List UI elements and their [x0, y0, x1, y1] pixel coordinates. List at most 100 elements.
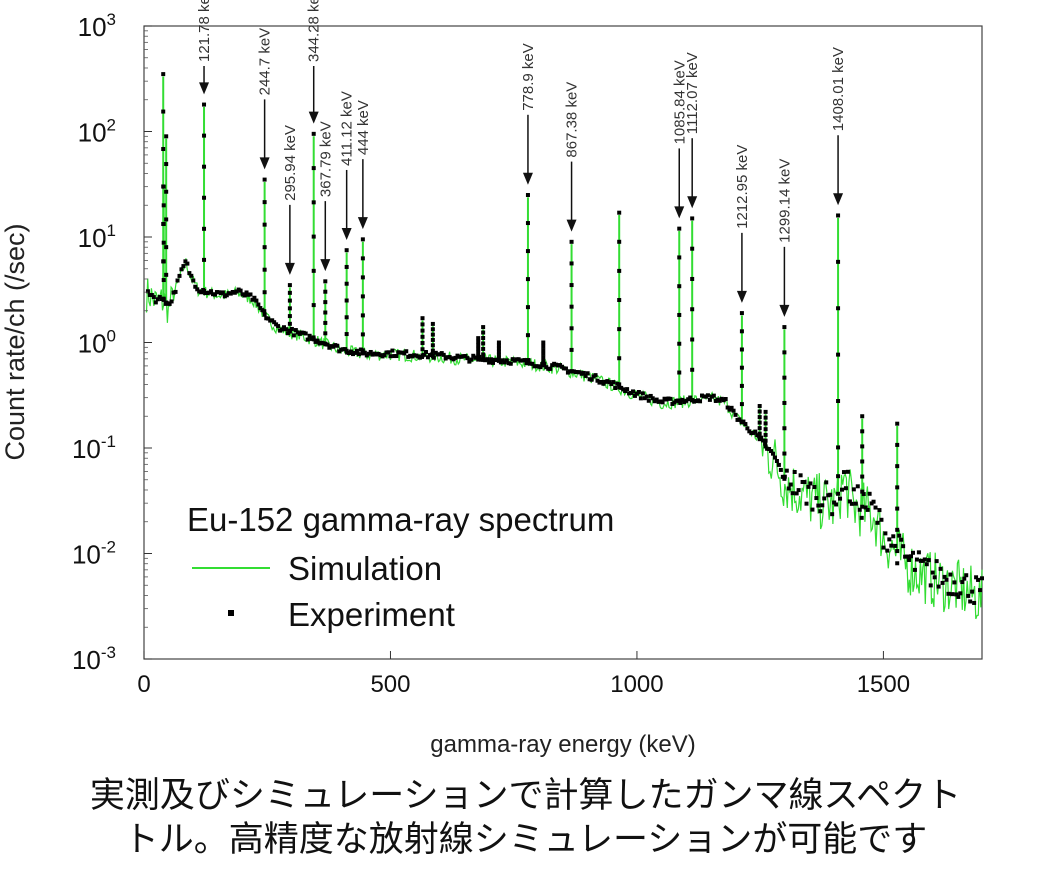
- experiment-point: [707, 397, 712, 402]
- experiment-peak-point-11: [690, 367, 695, 372]
- experiment-point: [891, 534, 896, 539]
- experiment-peak-point-14: [836, 306, 841, 311]
- experiment-point: [453, 355, 458, 360]
- experiment-peak-point-15: [860, 429, 865, 434]
- experiment-point: [242, 293, 247, 298]
- experiment-point: [467, 359, 472, 364]
- y-tick-label-6: 10-3: [72, 643, 116, 675]
- experiment-point: [349, 349, 354, 354]
- experiment-peak-point-16: [895, 485, 900, 490]
- experiment-point: [705, 393, 710, 398]
- experiment-peak-point-23: [481, 330, 486, 335]
- experiment-point: [865, 507, 870, 512]
- experiment-peak-point-5: [344, 348, 349, 353]
- experiment-point: [680, 397, 685, 402]
- experiment-peak-point-25: [541, 344, 546, 349]
- experiment-point: [209, 289, 214, 294]
- experiment-point: [723, 396, 728, 401]
- experiment-peak-point-15: [860, 489, 865, 494]
- experiment-point: [836, 474, 841, 479]
- experiment-peak-point-11: [690, 246, 695, 251]
- experiment-point: [942, 574, 947, 579]
- experiment-peak-point-8: [569, 239, 574, 244]
- experiment-point: [859, 515, 864, 520]
- experiment-point: [970, 589, 975, 594]
- experiment-peak-point-7: [525, 221, 530, 226]
- experiment-point: [743, 422, 748, 427]
- experiment-peak-point-14: [836, 399, 841, 404]
- experiment-point: [262, 309, 267, 314]
- experiment-peak-point-18: [164, 300, 169, 305]
- experiment-point: [948, 572, 953, 577]
- experiment-point: [187, 271, 192, 276]
- experiment-point: [770, 451, 775, 456]
- experiment-point: [354, 348, 359, 353]
- experiment-peak-point-2: [287, 306, 292, 311]
- experiment-point: [745, 426, 750, 431]
- experiment-peak-point-17: [161, 240, 166, 245]
- experiment-point: [173, 289, 178, 294]
- experiment-peak-point-19: [161, 184, 166, 189]
- experiment-peak-point-25: [541, 355, 546, 360]
- experiment-point: [352, 350, 357, 355]
- experiment-peak-point-2: [287, 314, 292, 319]
- experiment-point: [581, 370, 586, 375]
- legend-title: Eu-152 gamma-ray spectrum: [187, 501, 614, 538]
- experiment-point: [914, 557, 919, 562]
- experiment-point: [814, 496, 819, 501]
- experiment-point: [725, 405, 730, 410]
- experiment-point: [145, 289, 150, 294]
- experiment-point: [644, 394, 649, 399]
- experiment-point: [220, 290, 225, 295]
- peak-arrowhead-2: [284, 262, 295, 275]
- experiment-peak-point-3: [311, 131, 316, 136]
- experiment-peak-point-24: [496, 346, 501, 351]
- experiment-peak-point-16: [895, 464, 900, 469]
- experiment-peak-point-7: [525, 277, 530, 282]
- experiment-point: [830, 512, 835, 517]
- experiment-point: [966, 593, 971, 598]
- experiment-peak-point-8: [569, 347, 574, 352]
- experiment-point: [530, 361, 535, 366]
- experiment-point: [609, 382, 614, 387]
- experiment-peak-point-3: [311, 337, 316, 342]
- experiment-point: [922, 557, 927, 562]
- experiment-peak-point-10: [677, 370, 682, 375]
- experiment-point: [489, 357, 494, 362]
- caption-line-2: トル。高精度な放射線シミュレーションが可能です: [123, 820, 928, 860]
- experiment-point: [660, 400, 665, 405]
- experiment-peak-point-2: [287, 283, 292, 288]
- experiment-peak-point-8: [569, 304, 574, 309]
- experiment-point: [289, 326, 294, 331]
- experiment-peak-point-3: [311, 200, 316, 205]
- experiment-peak-point-24: [496, 352, 501, 357]
- experiment-peak-point-15: [860, 444, 865, 449]
- experiment-peak-point-13: [782, 325, 787, 330]
- experiment-point: [875, 520, 880, 525]
- experiment-point: [526, 358, 531, 363]
- experiment-peak-point-1: [262, 267, 267, 272]
- peak-label-8: 867.38 keV: [564, 82, 581, 158]
- experiment-peak-point-27: [763, 427, 768, 432]
- experiment-point: [167, 301, 172, 306]
- experiment-point: [808, 481, 813, 486]
- experiment-peak-point-20: [420, 334, 425, 339]
- experiment-peak-point-24: [496, 349, 501, 354]
- experiment-peak-point-10: [677, 284, 682, 289]
- experiment-peak-point-26: [757, 426, 762, 431]
- experiment-point: [733, 412, 738, 417]
- experiment-peak-point-25: [541, 359, 546, 364]
- experiment-point: [283, 327, 288, 332]
- experiment-peak-point-1: [262, 222, 267, 227]
- experiment-peak-point-10: [677, 399, 682, 404]
- plot-frame: [143, 25, 983, 660]
- experiment-point: [792, 469, 797, 474]
- experiment-point: [855, 484, 860, 489]
- peak-arrowhead-12: [779, 304, 790, 317]
- experiment-peak-point-6: [360, 237, 365, 242]
- peak-arrowhead-13: [833, 193, 844, 206]
- experiment-point: [843, 486, 848, 491]
- experiment-point: [238, 288, 243, 293]
- experiment-point: [802, 480, 807, 485]
- experiment-point: [244, 290, 249, 295]
